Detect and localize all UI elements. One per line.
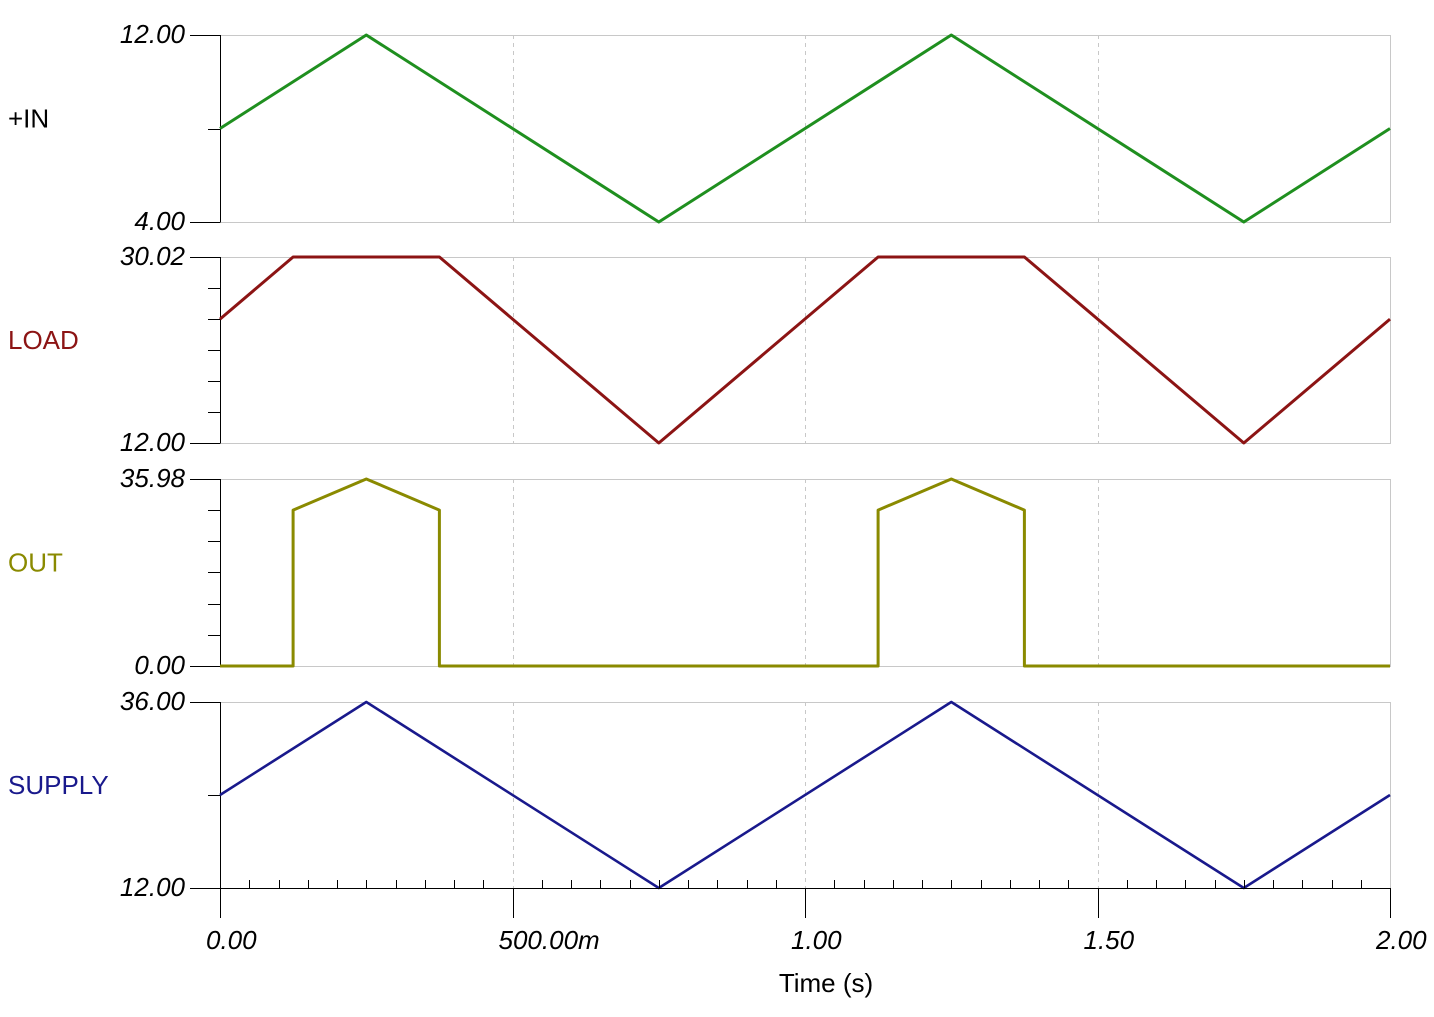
waveform-panels: 12.00 4.00 +IN 30.02 12.00 LOAD 35.98 0.00 OUT 36… — [8, 19, 1391, 902]
x-axis-title: Time (s) — [779, 968, 873, 998]
y-tick-label-in: 12.00 — [120, 19, 186, 49]
x-tick-label: 0.00 — [206, 925, 257, 955]
panel-in: 12.00 4.00 +IN — [8, 19, 1391, 236]
y-tick-label-in: 4.00 — [134, 206, 185, 236]
trace-line-load — [219, 255, 1391, 445]
time-axis: 0.00 500.00m 1.00 1.50 2.00 — [206, 880, 1427, 955]
panel-supply: 36.00 12.00 SUPPLY — [8, 686, 1391, 902]
y-tick-label-supply: 36.00 — [120, 686, 186, 716]
trace-label-out: OUT — [8, 548, 63, 578]
x-tick-label: 1.00 — [791, 925, 842, 955]
y-tick-label-out: 35.98 — [120, 463, 186, 493]
trace-label-load: LOAD — [8, 325, 79, 355]
y-tick-label-load: 12.00 — [120, 427, 186, 457]
y-tick-label-supply: 12.00 — [120, 872, 186, 902]
y-tick-label-load: 30.02 — [120, 241, 186, 271]
trace-line-supply — [219, 700, 1391, 890]
x-tick-label: 500.00m — [499, 925, 600, 955]
trace-line-in — [219, 33, 1391, 224]
x-tick-label: 1.50 — [1084, 925, 1135, 955]
y-tick-label-out: 0.00 — [134, 650, 185, 680]
panel-load: 30.02 12.00 LOAD — [8, 241, 1391, 457]
panel-out: 35.98 0.00 OUT — [8, 463, 1391, 680]
trace-line-out — [220, 477, 1390, 668]
trace-label-supply: SUPPLY — [8, 770, 109, 800]
trace-label-in: +IN — [8, 104, 49, 134]
x-tick-label: 2.00 — [1375, 925, 1427, 955]
